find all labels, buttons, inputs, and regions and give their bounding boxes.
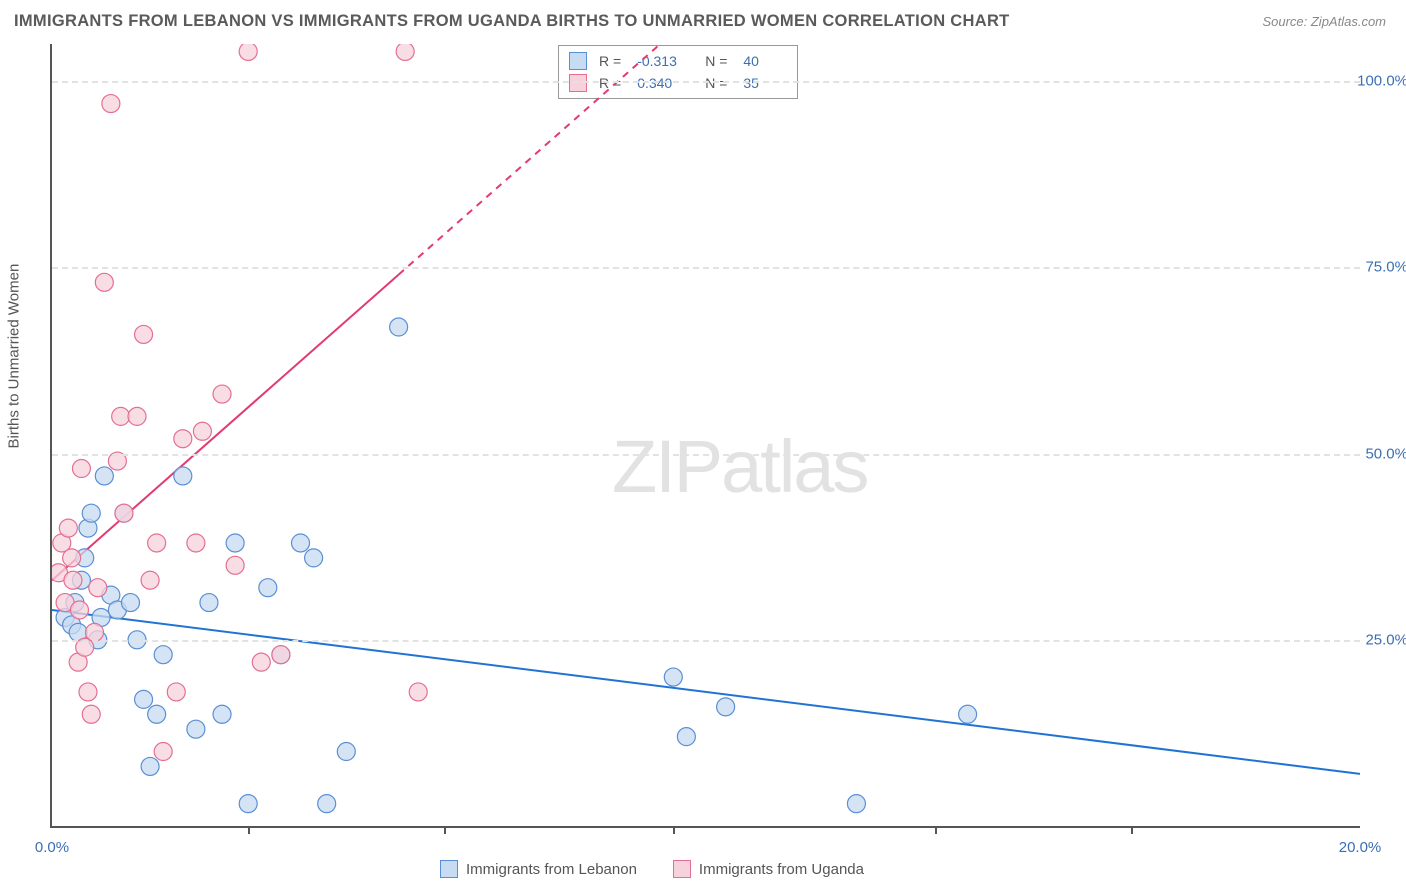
swatch-lebanon (440, 860, 458, 878)
x-tick-label: 20.0% (1339, 839, 1382, 856)
y-tick-label: 75.0% (1365, 259, 1406, 276)
swatch-uganda (673, 860, 691, 878)
stats-legend: R = -0.313 N = 40 R = 0.340 N = 35 (558, 45, 798, 99)
gridline (52, 267, 1360, 269)
watermark: ZIPatlas (612, 424, 867, 509)
source-label: Source: ZipAtlas.com (1262, 14, 1386, 29)
r-value: -0.313 (637, 53, 681, 69)
x-tick-label: 0.0% (35, 839, 69, 856)
legend-label: Immigrants from Uganda (699, 861, 864, 878)
gridline (52, 640, 1360, 642)
plot-area: ZIPatlas R = -0.313 N = 40 R = 0.340 N =… (50, 44, 1360, 828)
y-tick-label: 50.0% (1365, 445, 1406, 462)
swatch-lebanon (569, 52, 587, 70)
n-label: N = (705, 53, 727, 69)
legend-item-uganda: Immigrants from Uganda (673, 860, 864, 878)
x-tick-mark (673, 826, 675, 834)
gridline (52, 454, 1360, 456)
chart-svg (52, 44, 1360, 826)
legend-label: Immigrants from Lebanon (466, 861, 637, 878)
gridline (52, 81, 1360, 83)
x-tick-mark (444, 826, 446, 834)
stats-row-lebanon: R = -0.313 N = 40 (569, 50, 787, 72)
x-tick-mark (248, 826, 250, 834)
chart-title: IMMIGRANTS FROM LEBANON VS IMMIGRANTS FR… (14, 12, 1010, 31)
y-axis-label: Births to Unmarried Women (6, 264, 23, 449)
r-label: R = (599, 53, 621, 69)
legend-item-lebanon: Immigrants from Lebanon (440, 860, 637, 878)
watermark-bold: ZIP (612, 425, 721, 508)
x-tick-mark (935, 826, 937, 834)
watermark-thin: atlas (721, 425, 867, 508)
y-tick-label: 25.0% (1365, 631, 1406, 648)
bottom-legend: Immigrants from Lebanon Immigrants from … (440, 860, 864, 878)
n-value: 40 (743, 53, 787, 69)
y-tick-label: 100.0% (1357, 73, 1406, 90)
x-tick-mark (1131, 826, 1133, 834)
